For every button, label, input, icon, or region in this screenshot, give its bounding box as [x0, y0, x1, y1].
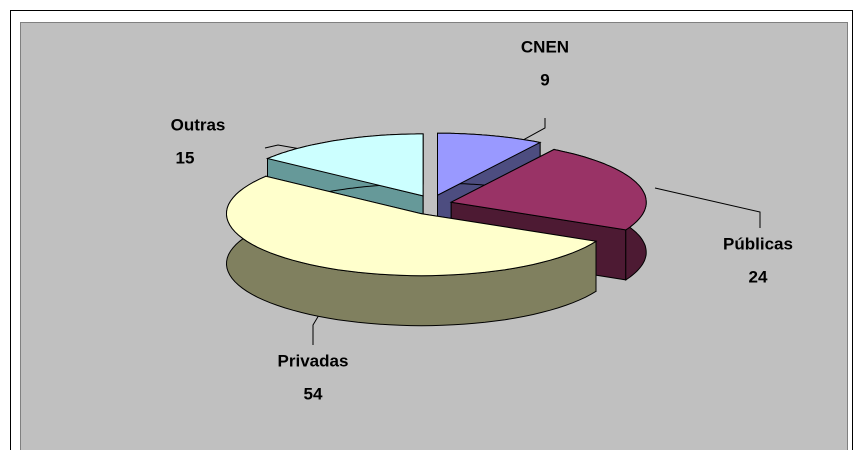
slice-value-label: 15: [176, 148, 195, 167]
leader-line: [654, 187, 761, 228]
slice-label: Privadas: [278, 351, 349, 370]
slice-label: Públicas: [723, 234, 793, 253]
slice-label: CNEN: [521, 37, 569, 56]
slice-value-label: 54: [304, 384, 323, 403]
slice-value-label: 9: [540, 70, 549, 89]
slice: [265, 133, 424, 197]
slice: [225, 175, 598, 277]
slice: [437, 132, 542, 197]
slice: [449, 148, 647, 231]
slice-label: Outras: [171, 115, 226, 134]
slice-value-label: 24: [749, 267, 768, 286]
